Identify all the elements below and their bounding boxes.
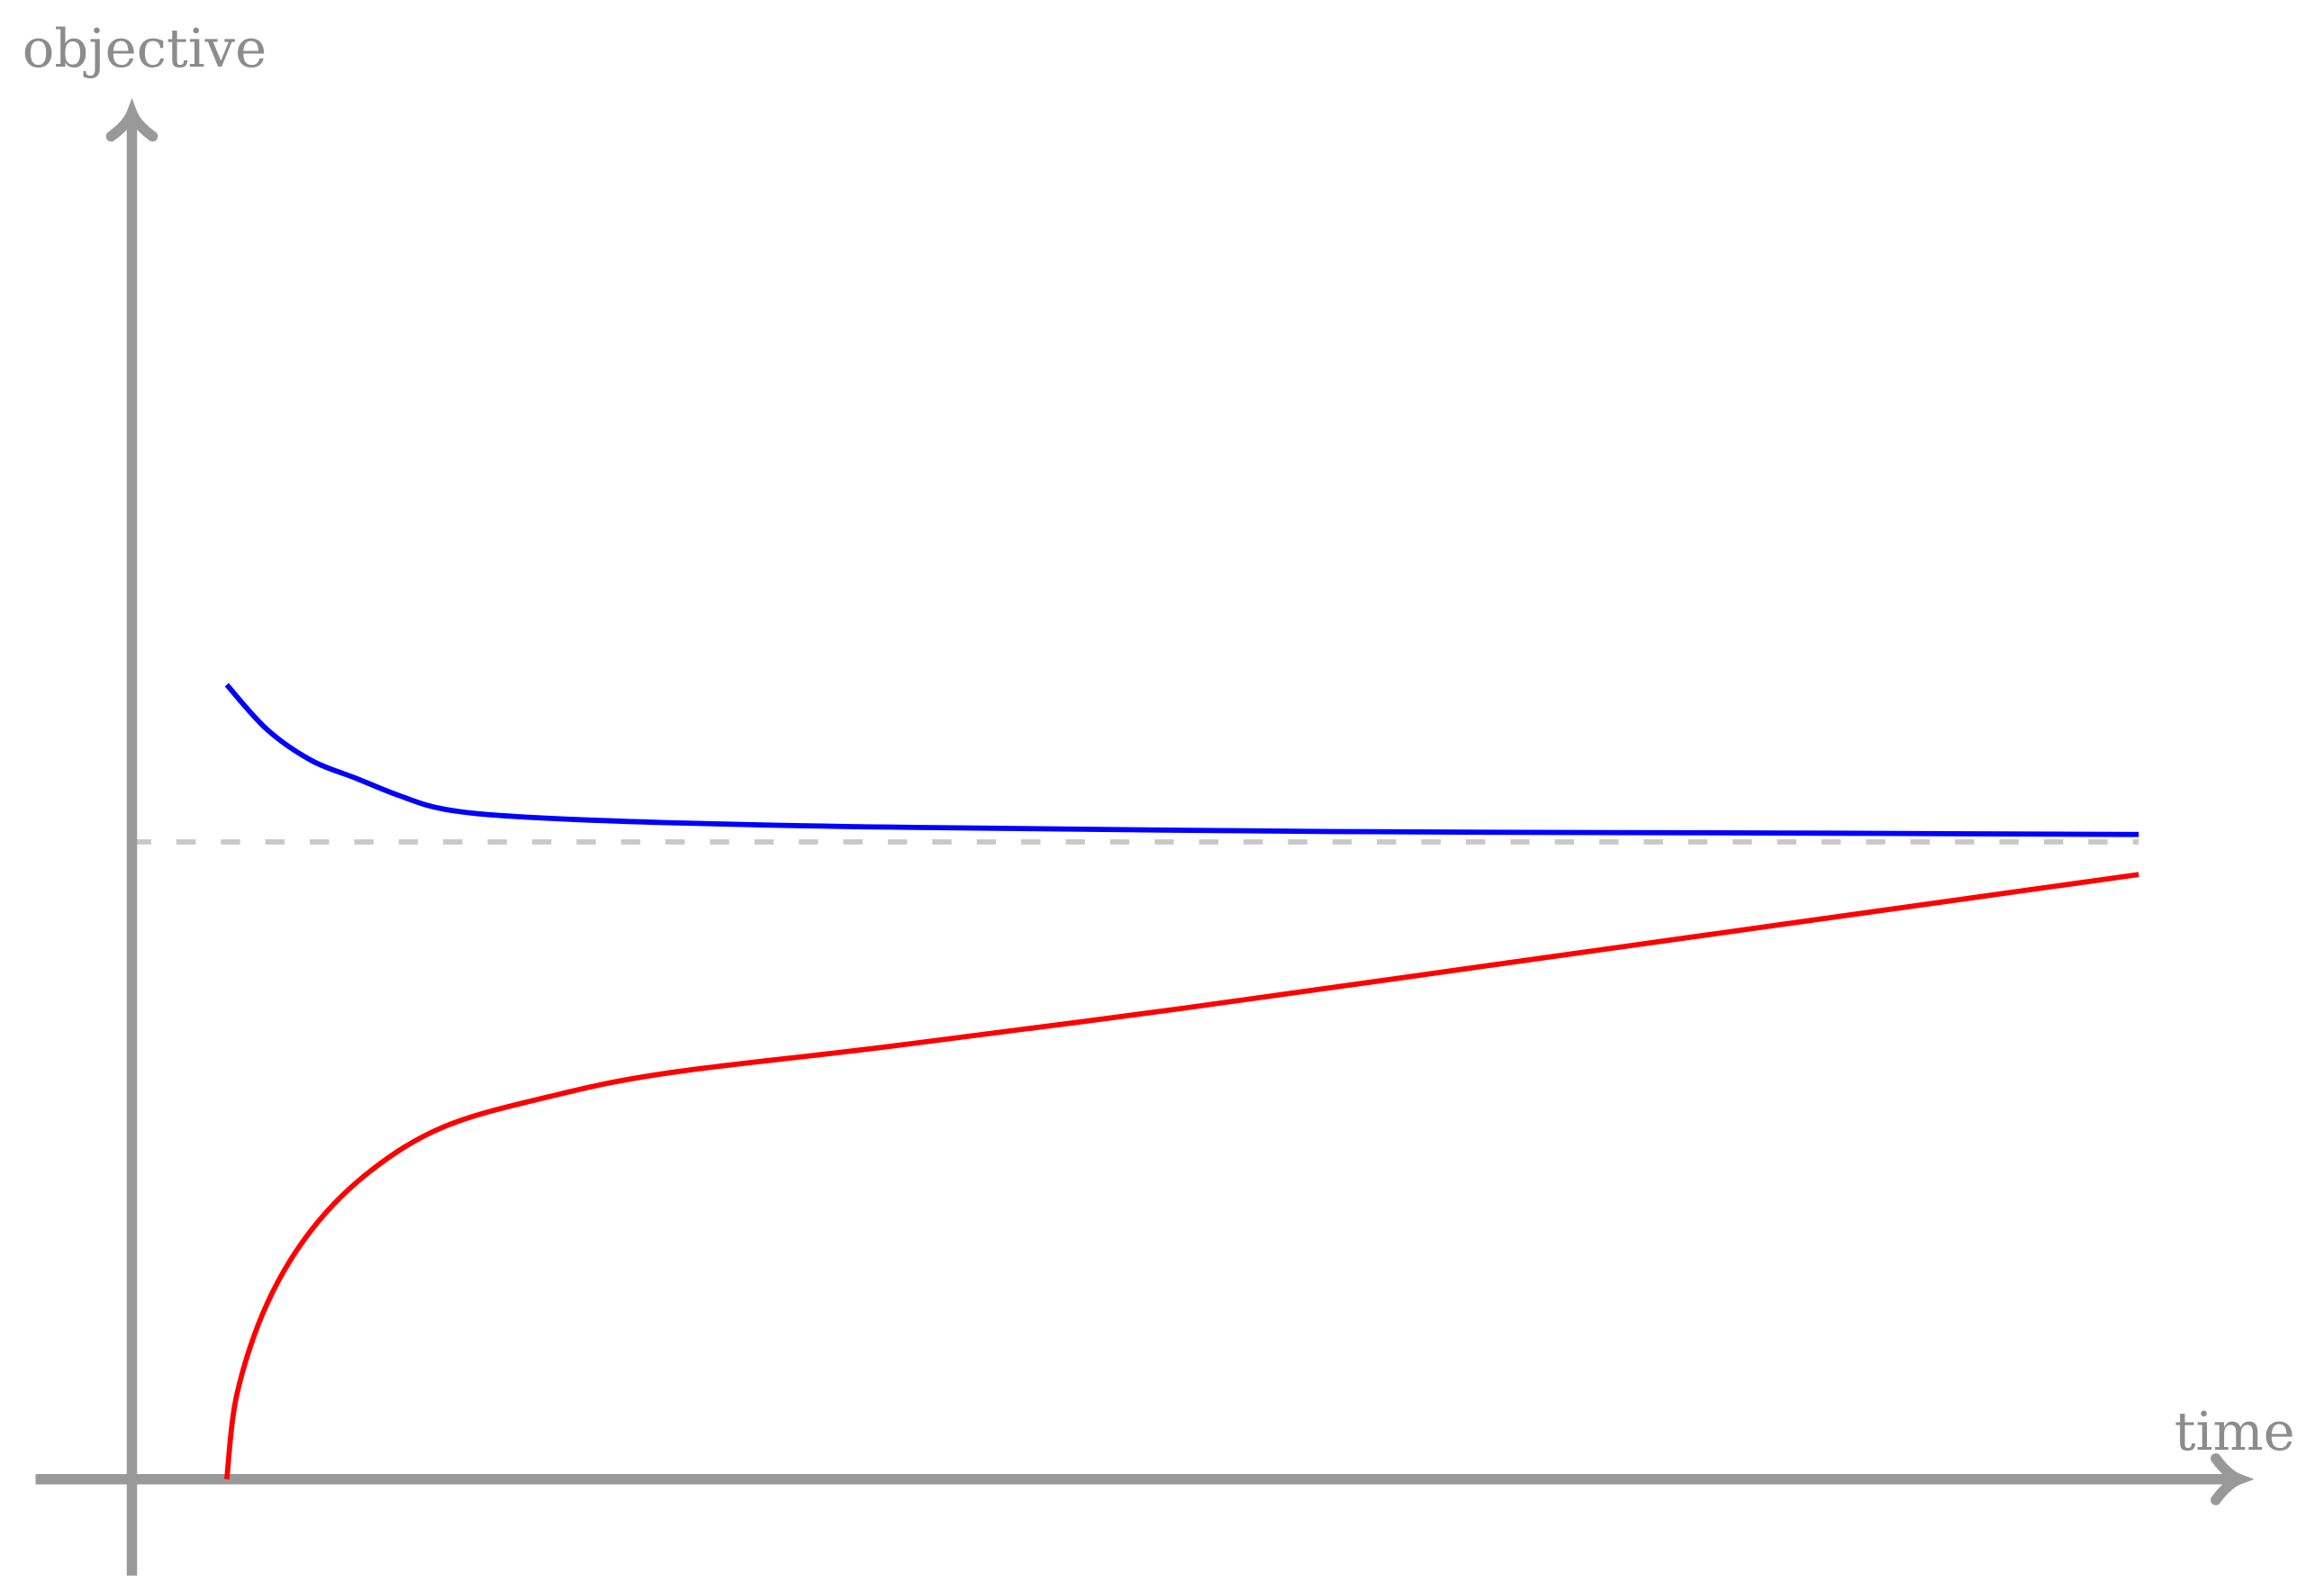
x-axis-arrowhead [2211,1452,2255,1506]
y-axis-arrowhead [105,97,158,142]
series-line-lower [223,872,2139,1480]
x-axis-label: time [2175,1400,2295,1462]
series-line-upper [224,683,2139,837]
y-axis-label: objective [23,17,267,79]
